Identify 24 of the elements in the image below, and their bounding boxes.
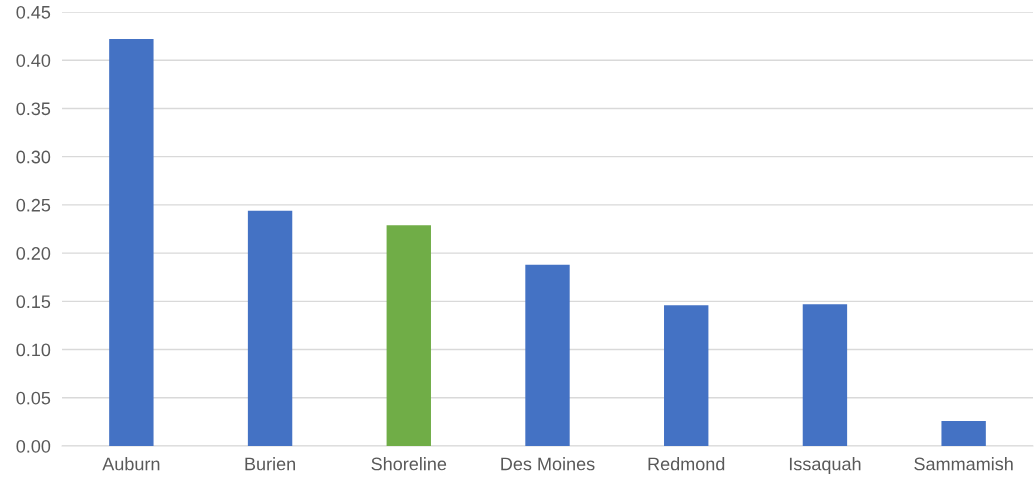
y-tick-label: 0.40 [16,54,51,67]
y-tick-label: 0.15 [16,295,51,309]
y-tick-label: 0.45 [16,5,51,19]
x-tick-label: Shoreline [371,457,447,471]
x-tick-label: Burien [245,457,295,471]
bar [664,305,709,446]
y-tick-label: 0.00 [16,439,51,453]
bar [109,39,154,446]
y-tick-label: 0.20 [16,247,51,260]
bar [247,210,293,446]
x-tick-label: Des Moines [501,457,595,471]
bar [802,304,848,446]
bar [386,225,431,446]
y-tick-label: 0.25 [16,198,51,212]
x-tick-label: Issaquah [789,457,861,474]
y-tick-label: 0.30 [16,150,51,164]
y-tick-label: 0.10 [16,343,51,357]
bar [525,264,570,446]
x-tick-label: Sammamish [914,457,1013,471]
x-tick-label: Redmond [648,457,725,471]
y-tick-label: 0.35 [16,102,51,116]
x-tick-label: Auburn [102,457,160,471]
y-tick-label: 0.05 [16,391,51,405]
bar [941,420,986,446]
